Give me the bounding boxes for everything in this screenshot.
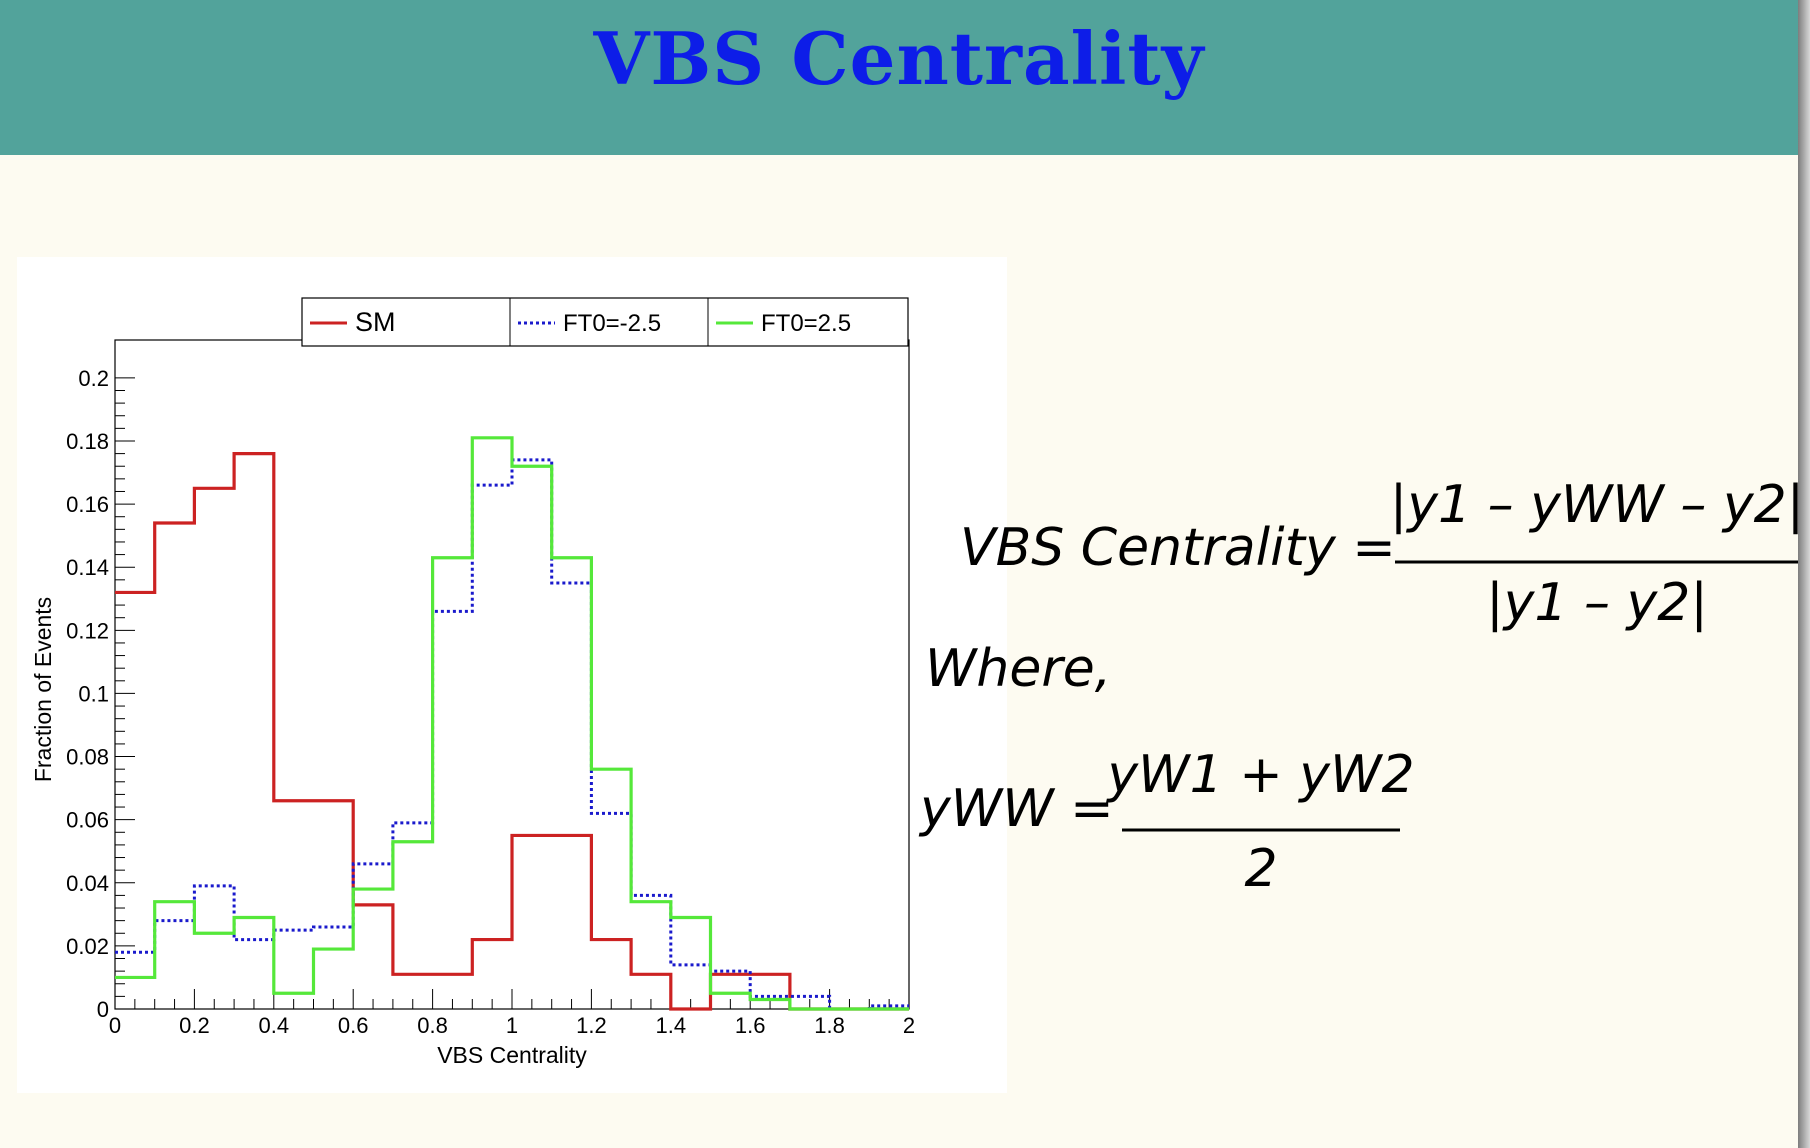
legend-label: FT0=-2.5 bbox=[563, 310, 661, 337]
formula-2-numerator: yW1 + yW2 bbox=[1105, 745, 1414, 805]
x-tick-label: 1 bbox=[506, 1013, 518, 1038]
y-tick-label: 0.04 bbox=[66, 871, 109, 896]
plot-panel bbox=[17, 257, 1007, 1093]
y-tick-label: 0.2 bbox=[78, 366, 109, 391]
x-tick-label: 0.8 bbox=[417, 1013, 448, 1038]
x-tick-label: 0.2 bbox=[179, 1013, 210, 1038]
y-tick-label: 0.16 bbox=[66, 492, 109, 517]
x-tick-label: 1.8 bbox=[814, 1013, 845, 1038]
x-tick-label: 2 bbox=[903, 1013, 915, 1038]
series-ft0-2-5-line bbox=[115, 458, 909, 1011]
y-tick-label: 0.06 bbox=[66, 808, 109, 833]
series-ft0-2-5-line bbox=[115, 436, 909, 1011]
where-label: Where, bbox=[925, 639, 1111, 699]
y-tick-label: 0.12 bbox=[66, 618, 109, 643]
y-tick-label: 0.08 bbox=[66, 745, 109, 770]
y-tick-label: 0.18 bbox=[66, 429, 109, 454]
formula-1-denominator: |y1 – y2| bbox=[1486, 573, 1708, 633]
y-axis-title: Fraction of Events bbox=[30, 597, 56, 782]
title-bar: VBS Centrality bbox=[0, 0, 1798, 155]
x-tick-label: 0.4 bbox=[259, 1013, 290, 1038]
formula-2-denominator: 2 bbox=[1244, 839, 1277, 899]
series-sm-line bbox=[115, 452, 909, 1011]
x-tick-label: 1.6 bbox=[735, 1013, 766, 1038]
window-edge bbox=[1798, 0, 1810, 1148]
x-tick-label: 0.6 bbox=[338, 1013, 369, 1038]
formula-1-lhs: VBS Centrality = bbox=[960, 518, 1396, 578]
formula-1-numerator: |y1 – yWW – y2| bbox=[1390, 475, 1798, 535]
histogram-chart: 0 0.2 0.4 0.6 0.8 1 1.2 1.4 1.6 1.8 2 0 0.02 0.04 0.06… bbox=[30, 297, 915, 1068]
x-tick-label: 0 bbox=[109, 1013, 121, 1038]
x-axis-title: VBS Centrality bbox=[437, 1042, 587, 1068]
legend-label: FT0=2.5 bbox=[761, 310, 851, 337]
y-tick-label: 0.14 bbox=[66, 555, 109, 580]
formula-2-lhs: yWW = bbox=[918, 779, 1114, 839]
y-tick-label: 0.02 bbox=[66, 934, 109, 959]
legend-box bbox=[301, 297, 909, 347]
x-tick-label: 1.4 bbox=[656, 1013, 687, 1038]
formula-panel: VBS Centrality = |y1 – yWW – y2| |y1 – y… bbox=[918, 475, 1798, 899]
y-tick-label: 0.1 bbox=[78, 681, 109, 706]
legend-label: SM bbox=[355, 307, 396, 337]
slide-title: VBS Centrality bbox=[593, 16, 1205, 101]
y-tick-label: 0 bbox=[97, 997, 109, 1022]
x-tick-label: 1.2 bbox=[576, 1013, 607, 1038]
